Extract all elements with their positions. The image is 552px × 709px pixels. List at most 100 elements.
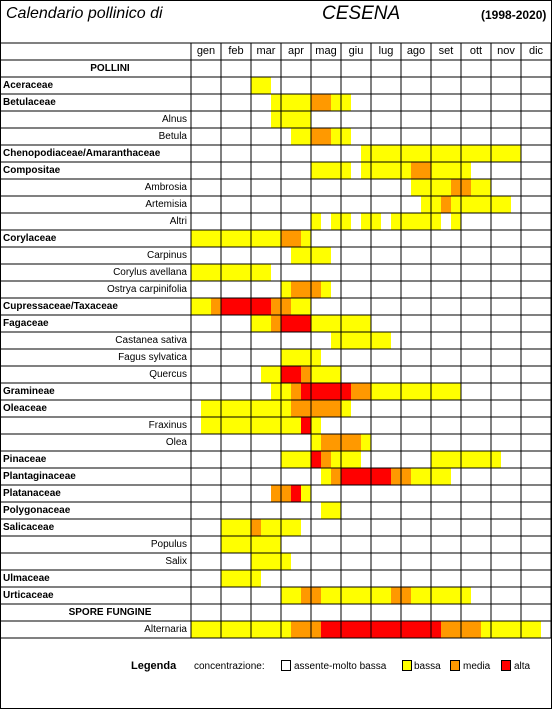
pollen-cell	[351, 621, 361, 638]
pollen-cell	[371, 213, 381, 230]
month-header-set: set	[438, 45, 454, 57]
pollen-cell	[321, 587, 331, 604]
pollen-cell	[331, 332, 341, 349]
pollen-cell	[321, 621, 331, 638]
pollen-cell	[231, 264, 241, 281]
pollen-cell	[441, 162, 451, 179]
species-label: Olea	[165, 437, 187, 448]
family-label: Cupressaceae/Taxaceae	[3, 301, 118, 312]
pollen-cell	[321, 383, 331, 400]
pollen-cell	[241, 400, 251, 417]
pollen-cell	[291, 451, 301, 468]
city-title: CESENA	[322, 3, 401, 24]
pollen-cell	[431, 162, 441, 179]
pollen-cell	[191, 264, 201, 281]
family-label: Corylaceae	[3, 233, 57, 244]
pollen-cell	[421, 587, 431, 604]
pollen-cell	[241, 536, 251, 553]
legend-swatch	[501, 660, 511, 671]
pollen-cell	[381, 621, 391, 638]
pollen-cell	[271, 94, 281, 111]
pollen-cell	[281, 298, 291, 315]
pollen-cell	[271, 553, 281, 570]
pollen-cell	[461, 179, 471, 196]
pollen-cell	[301, 281, 311, 298]
pollen-cell	[201, 400, 211, 417]
pollen-cell	[281, 621, 291, 638]
pollen-cell	[261, 519, 271, 536]
pollen-cell	[221, 519, 231, 536]
pollen-cell	[351, 451, 361, 468]
pollen-cell	[391, 621, 401, 638]
pollen-cell	[251, 536, 261, 553]
pollen-cell	[451, 179, 461, 196]
pollen-cell	[251, 298, 261, 315]
pollen-cell	[471, 451, 481, 468]
title-label: Calendario pollinico di	[6, 5, 163, 22]
pollen-cell	[471, 196, 481, 213]
pollen-cell	[371, 468, 381, 485]
month-header-mar: mar	[256, 45, 276, 57]
pollen-cell	[301, 247, 311, 264]
pollen-cell	[341, 128, 351, 145]
pollen-cell	[311, 281, 321, 298]
pollen-cell	[361, 162, 371, 179]
pollen-cell	[511, 621, 521, 638]
pollen-cell	[321, 281, 331, 298]
pollen-cell	[361, 434, 371, 451]
pollen-cell	[401, 468, 411, 485]
pollen-cell	[451, 451, 461, 468]
pollen-cell	[391, 145, 401, 162]
month-header-mag: mag	[315, 45, 337, 57]
pollen-cell	[481, 621, 491, 638]
pollen-cell	[321, 502, 331, 519]
pollen-cell	[401, 145, 411, 162]
pollen-cell	[461, 451, 471, 468]
pollen-cell	[451, 145, 461, 162]
pollen-cell	[231, 621, 241, 638]
pollen-cell	[341, 400, 351, 417]
pollen-cell	[331, 502, 341, 519]
pollen-cell	[351, 468, 361, 485]
pollen-cell	[231, 519, 241, 536]
pollen-cell	[261, 366, 271, 383]
pollen-cell	[281, 94, 291, 111]
species-label: Alternaria	[144, 624, 187, 635]
pollen-cell	[391, 383, 401, 400]
pollen-cell	[361, 145, 371, 162]
pollen-cell	[411, 145, 421, 162]
legend-swatch	[402, 660, 412, 671]
pollen-cell	[291, 128, 301, 145]
pollen-cell	[481, 179, 491, 196]
family-label: Polygonaceae	[3, 505, 71, 516]
pollen-cell	[411, 213, 421, 230]
pollen-cell	[281, 366, 291, 383]
pollen-cell	[241, 570, 251, 587]
legend-concentration-label: concentrazione:	[194, 661, 265, 672]
pollen-cell	[301, 621, 311, 638]
pollen-cell	[311, 128, 321, 145]
species-label: Fagus sylvatica	[118, 352, 187, 363]
species-label: Betula	[158, 131, 187, 142]
pollen-cell	[311, 213, 321, 230]
pollen-cell	[291, 111, 301, 128]
pollen-cell	[281, 485, 291, 502]
pollen-cell	[311, 587, 321, 604]
pollen-cell	[221, 417, 231, 434]
legend-title: Legenda	[131, 660, 177, 672]
pollen-cell	[251, 417, 261, 434]
pollen-cell	[271, 298, 281, 315]
pollen-cell	[301, 315, 311, 332]
family-label: Gramineae	[3, 386, 55, 397]
month-header-lug: lug	[378, 45, 394, 57]
pollen-cell	[231, 230, 241, 247]
pollen-cell	[331, 383, 341, 400]
pollen-cell	[341, 587, 351, 604]
pollen-cell	[381, 145, 391, 162]
pollen-cell	[221, 536, 231, 553]
pollen-cell	[251, 553, 261, 570]
pollen-cell	[191, 230, 201, 247]
pollen-cell	[461, 587, 471, 604]
pollen-cell	[411, 162, 421, 179]
